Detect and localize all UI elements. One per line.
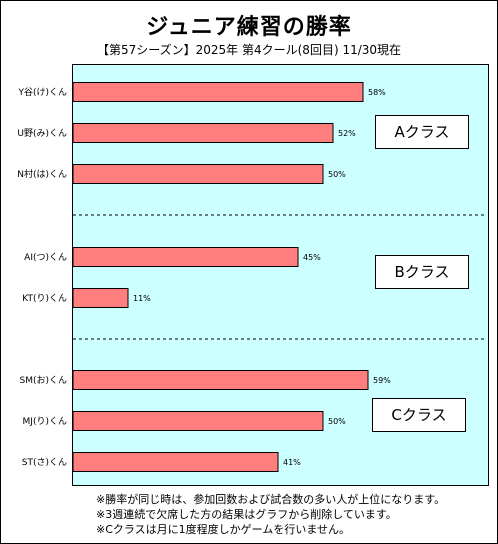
data-label: 41% xyxy=(283,458,301,467)
footnote: ※3週連続で欠席した方の結果はグラフから削除しています。 xyxy=(96,508,397,521)
data-label: 45% xyxy=(303,253,321,262)
data-label: 50% xyxy=(328,170,346,179)
category-label: U野(み)くん xyxy=(17,128,67,139)
category-label: AI(つ)くん xyxy=(24,252,67,263)
category-label: KT(り)くん xyxy=(22,293,67,304)
category-label: N村(は)くん xyxy=(17,168,67,180)
category-label: ST(さ)くん xyxy=(22,457,67,468)
bar xyxy=(72,370,369,390)
data-label: 59% xyxy=(373,376,391,385)
data-label: 50% xyxy=(328,417,346,426)
bar xyxy=(72,411,324,431)
group-label-b-class: Bクラス xyxy=(375,255,469,289)
bar xyxy=(72,247,299,267)
bar xyxy=(72,164,324,184)
group-label-c-class: Cクラス xyxy=(372,398,466,432)
data-label: 11% xyxy=(133,294,151,303)
footnote: ※勝率が同じ時は、参加回数および試合数の多い人が上位になります。 xyxy=(96,493,446,506)
footnotes: ※勝率が同じ時は、参加回数および試合数の多い人が上位になります。 ※3週連続で欠… xyxy=(96,492,445,537)
chart-title: ジュニア練習の勝率 xyxy=(146,15,352,40)
bar xyxy=(72,82,364,102)
chart-subtitle: 【第57シーズン】2025年 第4クール(8回目) 11/30現在 xyxy=(96,43,402,57)
data-label: 52% xyxy=(338,129,356,138)
footnote: ※Cクラスは月に1度程度しかゲームを行いません。 xyxy=(96,523,351,536)
bar xyxy=(72,123,334,143)
group-label-a-class: Aクラス xyxy=(375,115,469,149)
category-label: Y谷(け)くん xyxy=(17,87,67,98)
data-label: 58% xyxy=(368,88,386,97)
category-label: MJ(り)くん xyxy=(23,416,67,427)
bar xyxy=(72,288,129,308)
bar xyxy=(72,452,279,472)
category-label: SM(お)くん xyxy=(19,375,67,386)
